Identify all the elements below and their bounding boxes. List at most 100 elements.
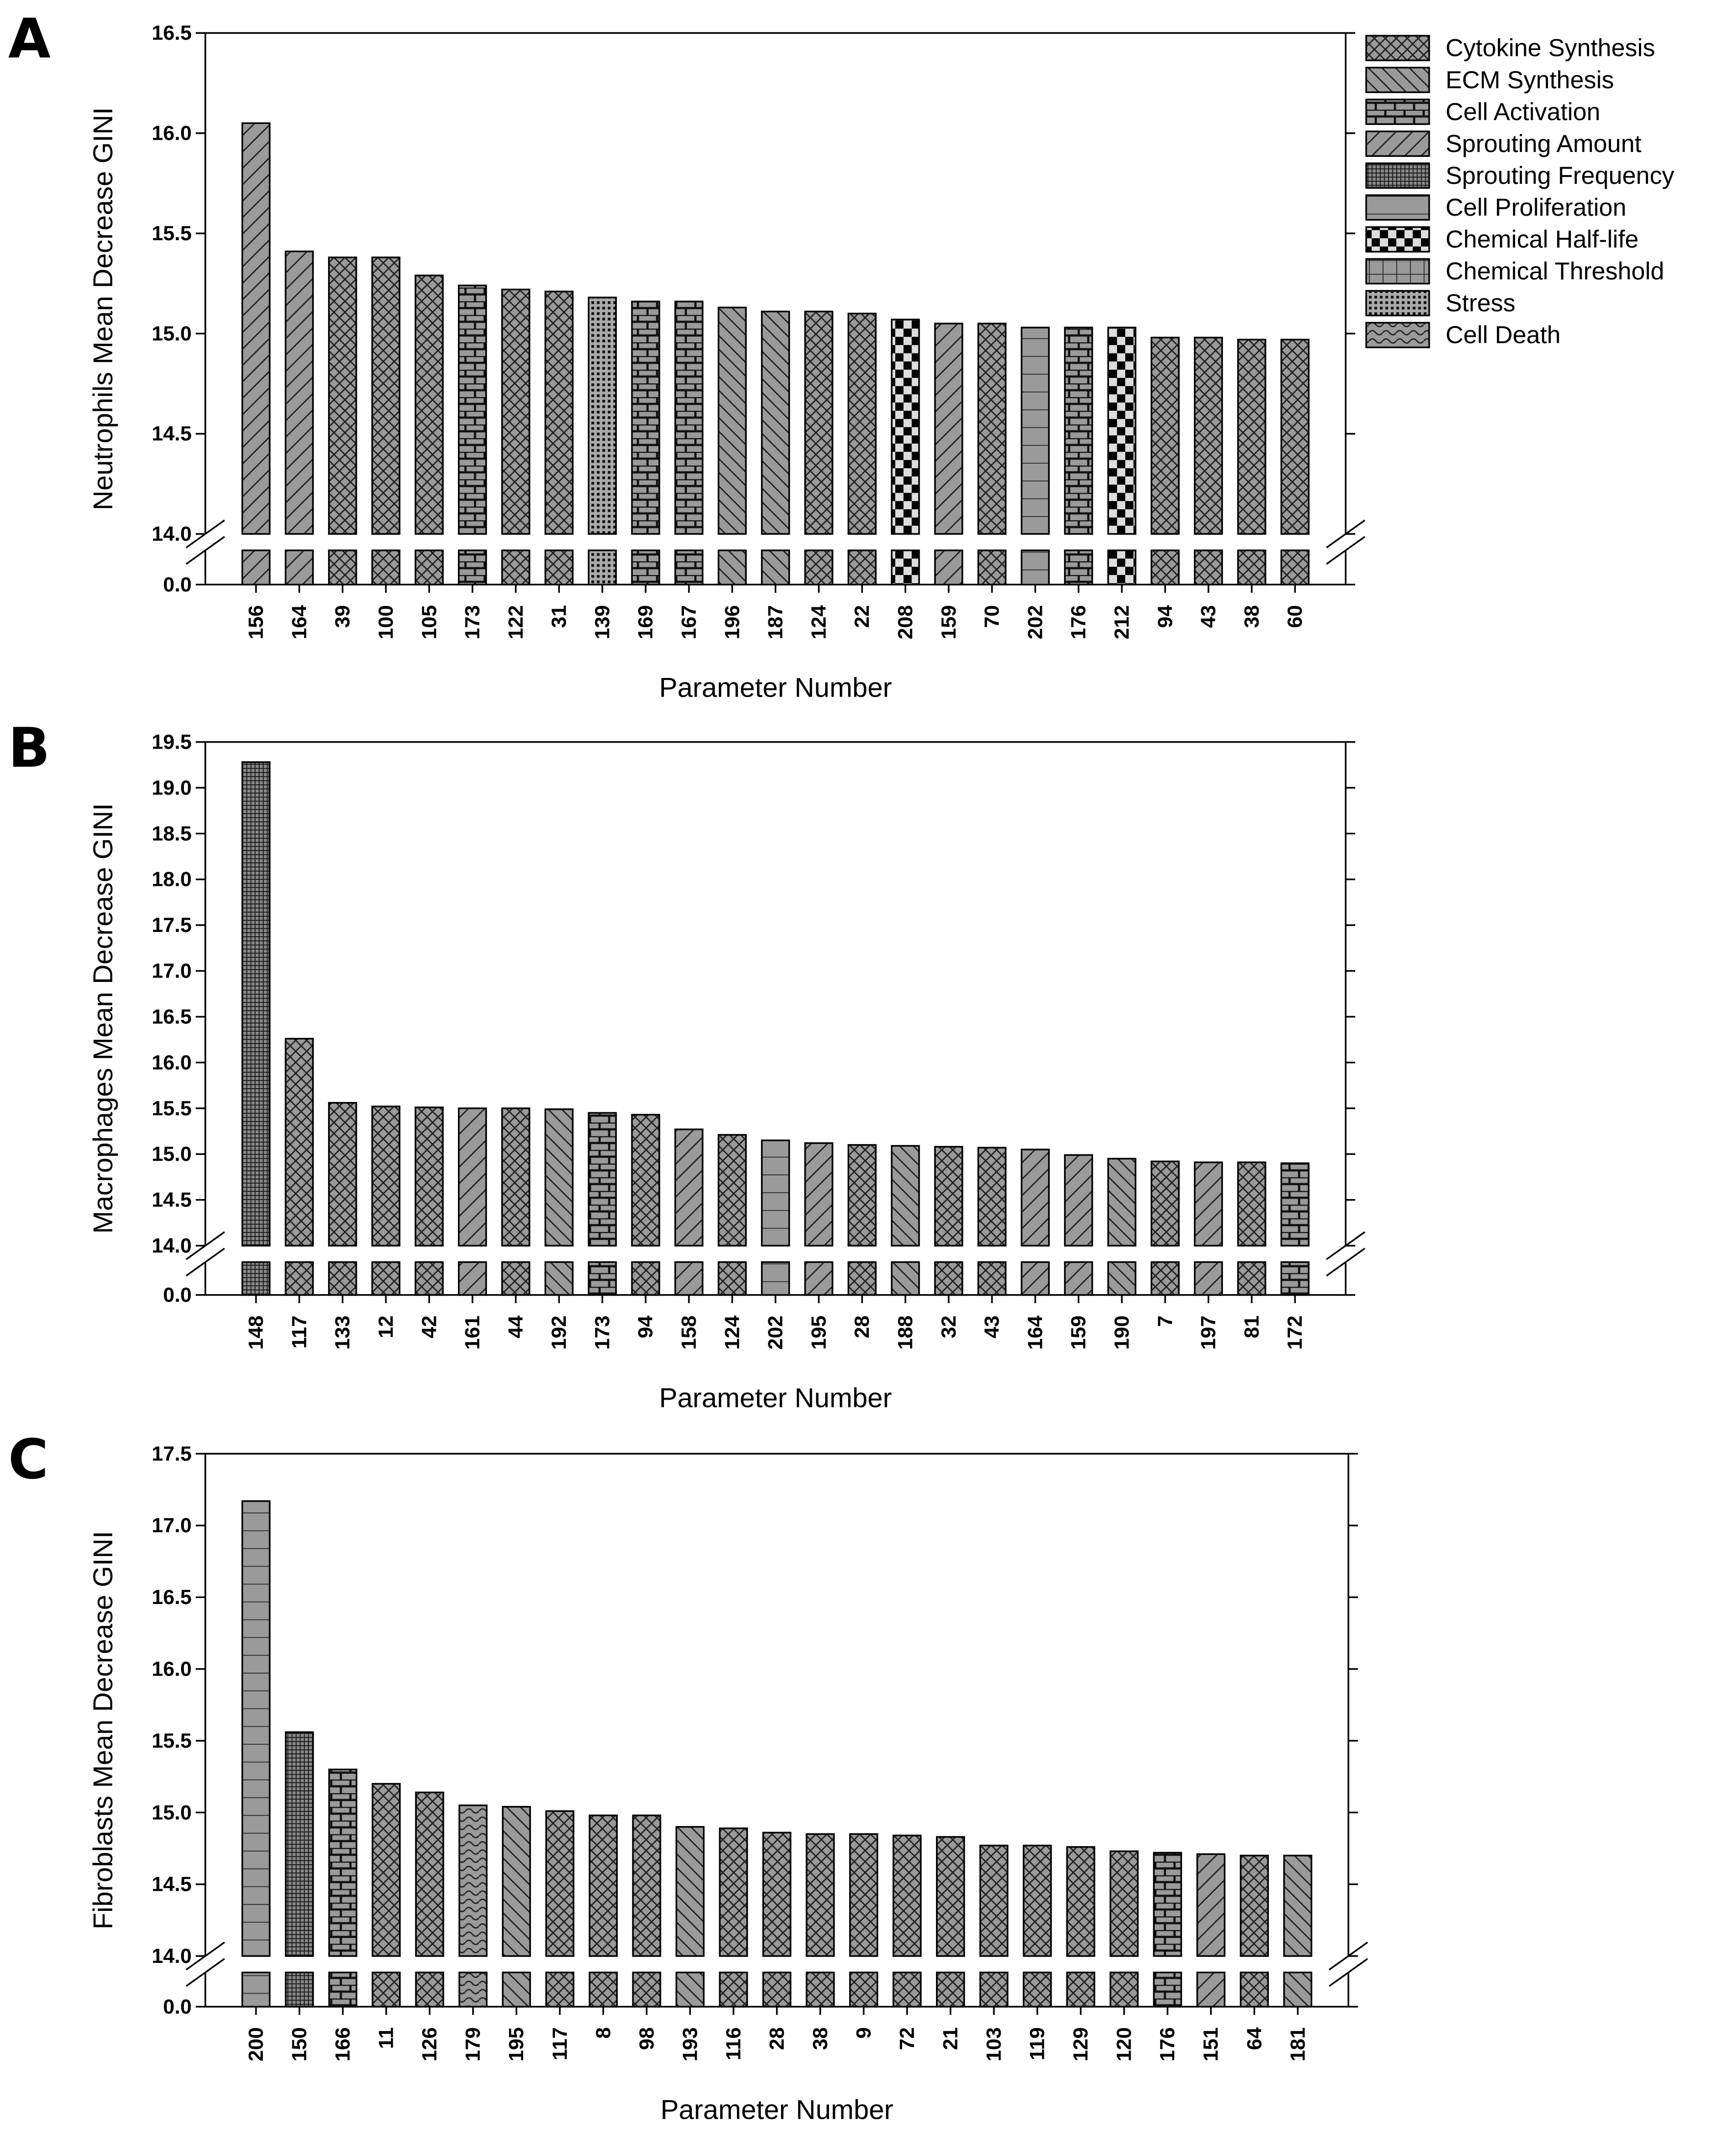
bar	[1020, 1149, 1050, 1296]
bar	[804, 1142, 834, 1296]
legend-label: Cell Activation	[1445, 98, 1600, 125]
y-tick-label: 14.5	[152, 422, 192, 445]
bar	[1107, 326, 1137, 586]
bar-lower	[674, 549, 704, 586]
bar	[544, 290, 574, 586]
bar-lower	[502, 1971, 531, 2008]
x-tick-label: 42	[417, 1315, 440, 1338]
bar-upper	[631, 1114, 660, 1247]
bar-lower	[761, 1261, 790, 1296]
bar-upper	[1283, 1855, 1313, 1957]
x-tick-label: 158	[677, 1315, 700, 1350]
bar	[241, 122, 271, 586]
bar-lower	[806, 1971, 835, 2008]
y-tick-label: 17.5	[152, 1442, 192, 1465]
bar	[762, 1831, 792, 2008]
y-tick-label: 19.5	[152, 730, 192, 753]
bar-upper	[979, 1844, 1009, 1957]
bar-upper	[1064, 326, 1093, 535]
bar-upper	[414, 1106, 444, 1247]
x-tick-label: 124	[720, 1315, 743, 1350]
x-tick-label: 12	[374, 1315, 397, 1338]
x-tick-label: 176	[1067, 605, 1090, 639]
x-tick-label: 164	[1023, 1315, 1046, 1350]
x-tick-label: 7	[1153, 1315, 1176, 1327]
bar-lower	[847, 549, 877, 586]
bar-lower	[1194, 549, 1223, 586]
bar-lower	[241, 549, 271, 586]
bar-lower	[1196, 1971, 1226, 2008]
y-tick-label: 14.0	[152, 1944, 192, 1967]
bar-lower	[1064, 549, 1093, 586]
x-tick-label: 70	[980, 605, 1003, 628]
x-tick-label: 202	[764, 1315, 787, 1350]
bar	[674, 1128, 704, 1296]
bar-upper	[1066, 1846, 1095, 1957]
bar	[977, 1147, 1007, 1296]
x-tick-label: 120	[1112, 2027, 1136, 2061]
bar	[717, 1134, 747, 1296]
x-tick-label: 188	[894, 1315, 917, 1350]
bar	[674, 301, 704, 586]
bar-upper	[890, 319, 920, 535]
y-tick-label: 0.0	[163, 1283, 192, 1306]
bar-lower	[761, 549, 790, 586]
x-tick-label: 156	[244, 605, 267, 639]
x-tick-label: 11	[375, 2027, 398, 2049]
bar	[806, 1833, 835, 2008]
bar-upper	[1194, 336, 1223, 535]
bar	[890, 1145, 920, 1296]
x-tick-label: 208	[894, 605, 917, 639]
bar-lower	[371, 1261, 401, 1296]
legend-label: Stress	[1445, 289, 1515, 317]
bar	[372, 1783, 401, 2008]
bar-lower	[241, 1261, 271, 1296]
x-tick-label: 187	[764, 605, 787, 639]
bar-upper	[1237, 1161, 1266, 1247]
bar-lower	[674, 1261, 704, 1296]
panel-label: B	[8, 716, 50, 780]
bar-upper	[762, 1831, 792, 1957]
y-tick-label: 17.5	[152, 913, 192, 936]
bar-upper	[501, 1107, 531, 1247]
x-tick-label: 117	[548, 2027, 571, 2060]
legend-label: Sprouting Amount	[1445, 130, 1642, 157]
bar-upper	[761, 1139, 790, 1247]
bar-lower	[458, 1261, 487, 1296]
bar-lower	[415, 1971, 444, 2008]
x-tick-label: 197	[1197, 1315, 1220, 1350]
x-tick-label: 119	[1026, 2027, 1049, 2060]
bar	[241, 761, 271, 1296]
y-tick-label: 18.0	[152, 868, 192, 891]
x-tick-label: 167	[677, 605, 700, 639]
bar-upper	[977, 1147, 1007, 1247]
bar-lower	[458, 549, 487, 586]
bar	[371, 256, 401, 586]
x-tick-label: 195	[807, 1315, 830, 1350]
bar-lower	[372, 1971, 401, 2008]
legend-swatch	[1365, 226, 1430, 253]
x-tick-label: 60	[1283, 605, 1306, 628]
bar	[1110, 1850, 1139, 2008]
bar	[328, 1102, 357, 1296]
bar-lower	[587, 1261, 617, 1296]
bar	[1194, 1161, 1223, 1296]
bar-upper	[241, 1500, 271, 1957]
bar-lower	[1153, 1971, 1182, 2008]
bar	[328, 256, 357, 586]
bar-lower	[1150, 1261, 1180, 1296]
x-tick-label: 38	[1240, 605, 1263, 628]
x-tick-label: 173	[461, 605, 484, 639]
bar-lower	[371, 549, 401, 586]
bar-lower	[328, 549, 357, 586]
bar	[979, 1844, 1009, 2008]
bar-lower	[1066, 1971, 1095, 2008]
y-tick-label: 15.5	[152, 222, 192, 245]
bar-upper	[458, 1107, 487, 1247]
y-tick-label: 0.0	[163, 1995, 192, 2018]
y-tick-label: 16.0	[152, 1051, 192, 1074]
panel-label: A	[8, 7, 51, 71]
bar-upper	[414, 275, 444, 535]
legend-swatch	[1365, 322, 1430, 349]
bar-lower	[1283, 1971, 1313, 2008]
